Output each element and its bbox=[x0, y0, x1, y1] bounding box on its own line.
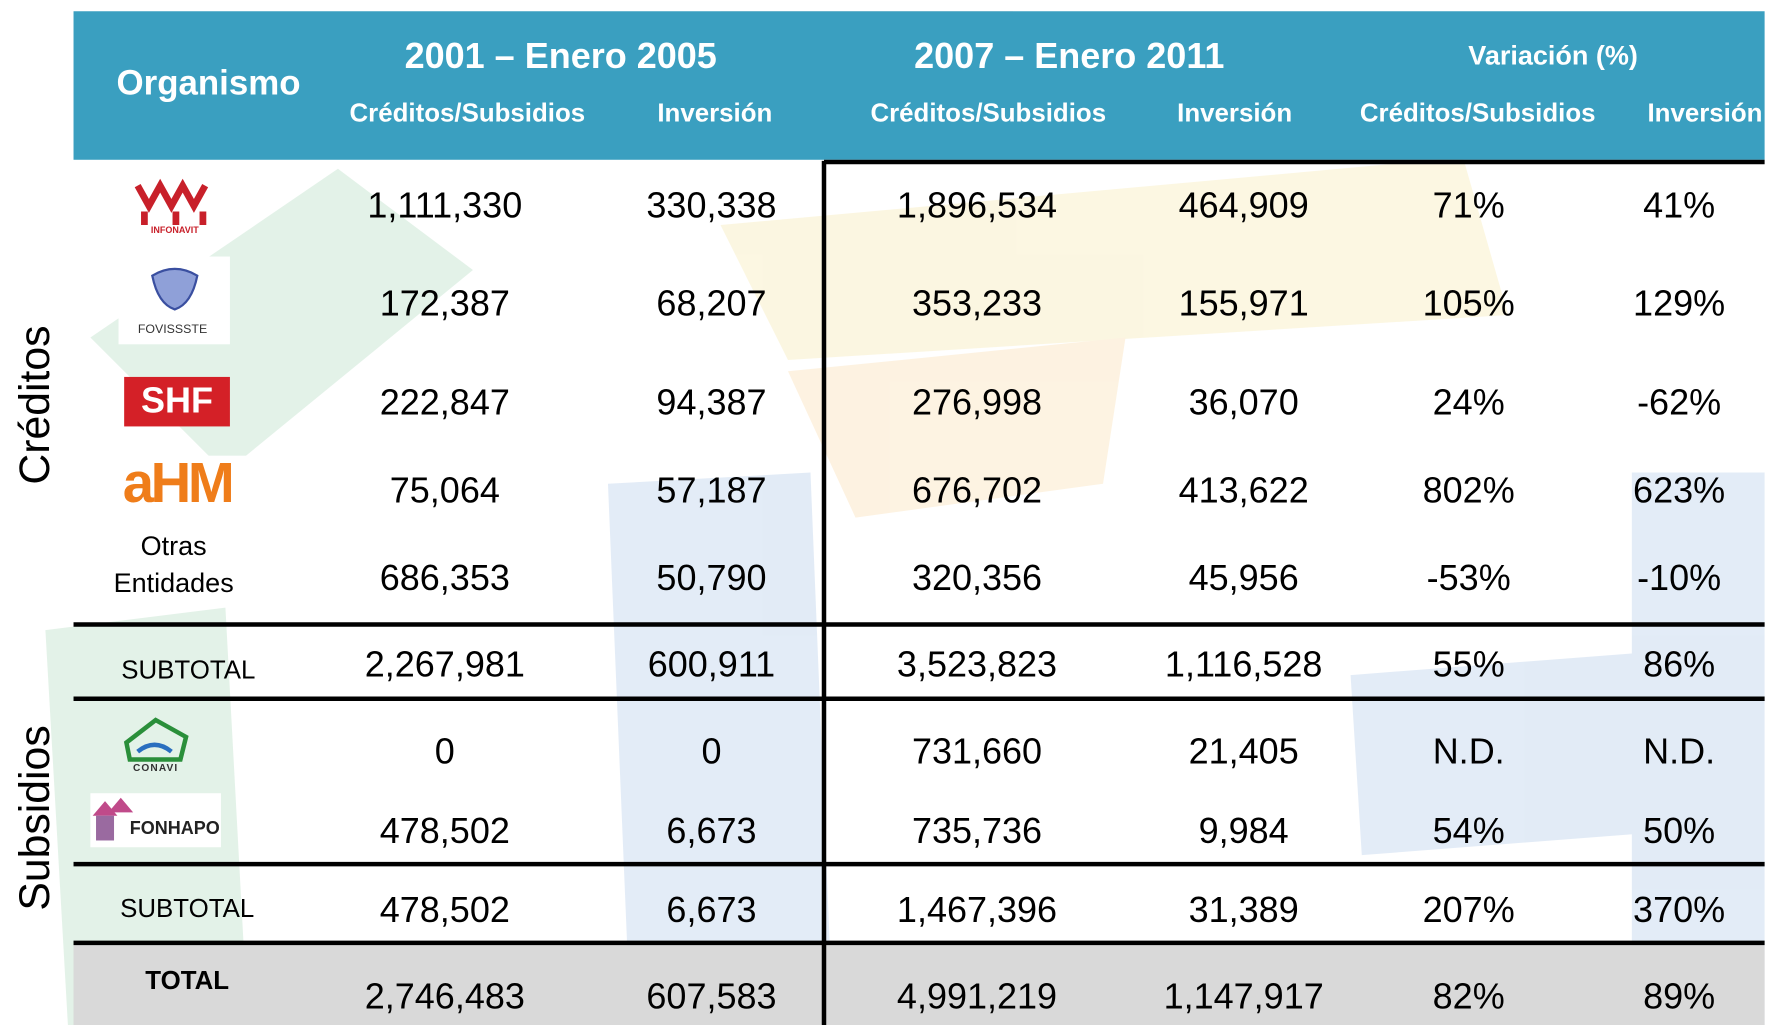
cell: 686,353 bbox=[380, 557, 510, 598]
page: Organismo 2001 – Enero 2005 2007 – Enero… bbox=[0, 0, 1765, 1025]
header-organismo: Organismo bbox=[117, 64, 301, 103]
cell: 0 bbox=[701, 730, 721, 771]
cell: 676,702 bbox=[912, 469, 1042, 510]
cell: 222,847 bbox=[380, 382, 510, 423]
subheader: Créditos/Subsidios bbox=[350, 100, 586, 128]
cell: 75,064 bbox=[390, 469, 500, 510]
cell: 129% bbox=[1633, 283, 1725, 324]
cell: 735,736 bbox=[912, 810, 1042, 851]
cell: 55% bbox=[1433, 644, 1505, 685]
cell: 50% bbox=[1643, 810, 1715, 851]
header-variacion: Variación (%) bbox=[1468, 41, 1638, 71]
cell: 57,187 bbox=[656, 469, 766, 510]
cell: 6,673 bbox=[666, 810, 756, 851]
cell: 36,070 bbox=[1189, 382, 1299, 423]
cell: 413,622 bbox=[1179, 469, 1309, 510]
cell: 45,956 bbox=[1189, 557, 1299, 598]
row-label: INFONAVIT bbox=[151, 225, 199, 235]
row-label: SUBTOTAL bbox=[120, 895, 254, 923]
cell: 802% bbox=[1423, 469, 1515, 510]
cell: 1,896,534 bbox=[897, 185, 1057, 226]
cell: 464,909 bbox=[1179, 185, 1309, 226]
cell: 607,583 bbox=[646, 976, 776, 1017]
group-label: Créditos bbox=[11, 325, 59, 484]
cell: 24% bbox=[1433, 382, 1505, 423]
cell: 4,991,219 bbox=[897, 976, 1057, 1017]
cell: 2,267,981 bbox=[365, 644, 525, 685]
cell: 478,502 bbox=[380, 889, 510, 930]
subheader: Inversión bbox=[1647, 100, 1762, 128]
row-label: aHM bbox=[123, 451, 232, 514]
cell: 1,111,330 bbox=[367, 185, 522, 226]
row-label: CONAVI bbox=[133, 763, 178, 774]
subheader: Créditos/Subsidios bbox=[870, 100, 1106, 128]
cell: 21,405 bbox=[1189, 730, 1299, 771]
cell: N.D. bbox=[1643, 730, 1715, 771]
cell: 320,356 bbox=[912, 557, 1042, 598]
cell: 1,116,528 bbox=[1165, 644, 1322, 685]
row-label: FONHAPO bbox=[130, 818, 220, 838]
row-label: SHF bbox=[141, 379, 213, 420]
cell: -10% bbox=[1637, 557, 1721, 598]
cell: 207% bbox=[1423, 889, 1515, 930]
row-label: FOVISSSTE bbox=[138, 322, 207, 336]
cell: 3,523,823 bbox=[897, 644, 1057, 685]
cell: 31,389 bbox=[1189, 889, 1299, 930]
cell: 2,746,483 bbox=[365, 976, 525, 1017]
subheader: Inversión bbox=[1177, 100, 1292, 128]
cell: 276,998 bbox=[912, 382, 1042, 423]
logo-mark bbox=[96, 816, 114, 841]
header-period: 2007 – Enero 2011 bbox=[914, 35, 1224, 76]
cell: 478,502 bbox=[380, 810, 510, 851]
cell: 71% bbox=[1433, 185, 1505, 226]
cell: 68,207 bbox=[656, 283, 766, 324]
row-label: Entidades bbox=[114, 568, 234, 598]
group-label: Subsidios bbox=[11, 725, 59, 910]
cell: 94,387 bbox=[656, 382, 766, 423]
cell: -53% bbox=[1427, 557, 1511, 598]
cell: 1,147,917 bbox=[1164, 976, 1324, 1017]
cell: 54% bbox=[1433, 810, 1505, 851]
cell: 41% bbox=[1643, 185, 1715, 226]
cell: 1,467,396 bbox=[897, 889, 1057, 930]
header-band bbox=[74, 11, 1765, 160]
row-label: TOTAL bbox=[145, 967, 229, 995]
subheader: Créditos/Subsidios bbox=[1360, 100, 1596, 128]
row-label: Otras bbox=[141, 531, 207, 561]
cell: 172,387 bbox=[380, 283, 510, 324]
cell: -62% bbox=[1637, 382, 1721, 423]
cell: 600,911 bbox=[648, 644, 775, 685]
cell: 370% bbox=[1633, 889, 1725, 930]
subheader: Inversión bbox=[657, 100, 772, 128]
cell: N.D. bbox=[1433, 730, 1505, 771]
cell: 353,233 bbox=[912, 283, 1042, 324]
slide: Organismo 2001 – Enero 2005 2007 – Enero… bbox=[0, 0, 1765, 1025]
cell: 731,660 bbox=[912, 730, 1042, 771]
logo-mark bbox=[138, 186, 206, 225]
cell: 155,971 bbox=[1179, 283, 1309, 324]
cell: 623% bbox=[1633, 469, 1725, 510]
cell: 89% bbox=[1643, 976, 1715, 1017]
row-label: SUBTOTAL bbox=[121, 657, 255, 685]
cell: 6,673 bbox=[666, 889, 756, 930]
cell: 82% bbox=[1433, 976, 1505, 1017]
cell: 9,984 bbox=[1199, 810, 1289, 851]
cell: 0 bbox=[435, 730, 455, 771]
cell: 105% bbox=[1423, 283, 1515, 324]
cell: 86% bbox=[1643, 644, 1715, 685]
cell: 50,790 bbox=[656, 557, 766, 598]
header-period: 2001 – Enero 2005 bbox=[405, 35, 717, 76]
cell: 330,338 bbox=[646, 185, 776, 226]
